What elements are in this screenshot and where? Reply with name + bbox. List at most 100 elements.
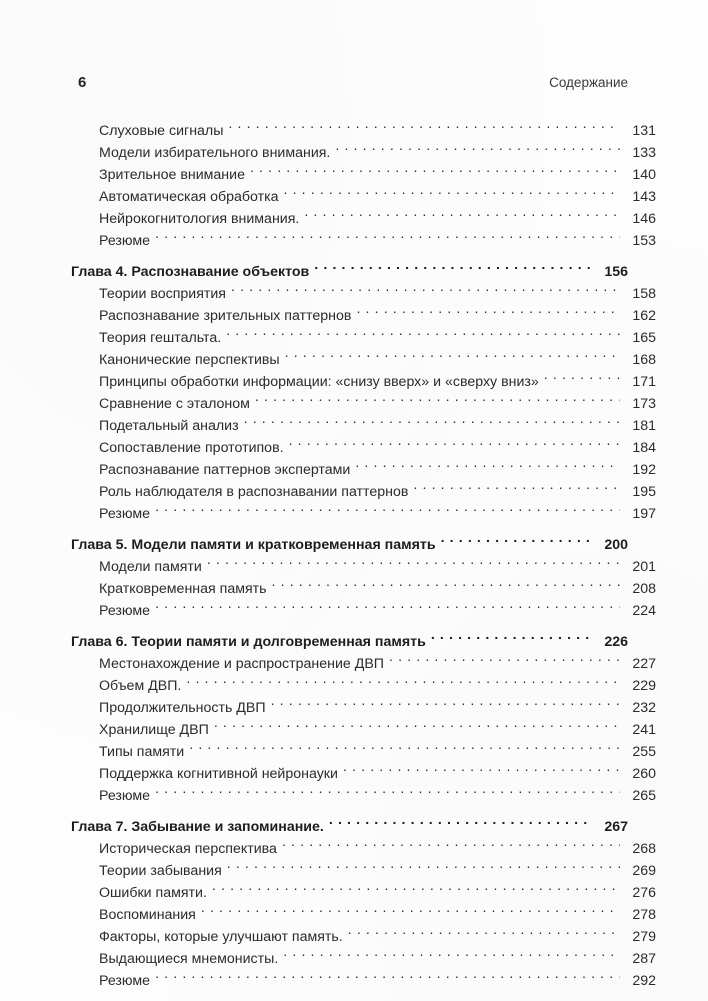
toc-entry-label: Резюме [99,603,151,619]
dot-leader [335,141,620,157]
toc-entry-label: Глава 7. Забывание и запоминание. [71,819,324,835]
table-of-contents: Слуховые сигналы 131 Модели избирательного… [71,119,656,991]
running-head-title: Содержание [549,75,628,90]
toc-chapter-row[interactable]: Глава 4. Распознавание объектов 156 [71,260,628,282]
toc-section-row[interactable]: Резюме 292 [71,969,656,991]
dot-leader [155,502,620,518]
toc-section-row[interactable]: Хранилище ДВП 241 [71,718,656,740]
toc-entry-label: Модели избирательного внимания. [99,145,331,161]
dot-leader [348,925,620,941]
toc-entry-page-number: 260 [632,766,656,782]
toc-entry-page-number: 181 [632,418,656,434]
toc-section-row[interactable]: Канонические перспективы 168 [71,348,656,370]
toc-entry-page-number: 184 [632,440,656,456]
toc-entry-label: Сравнение с эталоном [99,396,250,412]
toc-section-row[interactable]: Резюме 197 [71,502,656,524]
toc-section-row[interactable]: Распознавание зрительных паттернов 162 [71,304,656,326]
toc-section-row[interactable]: Теория гештальта. 165 [71,326,656,348]
toc-section-row[interactable]: Модели памяти 201 [71,555,656,577]
toc-entry-page-number: 269 [632,863,656,879]
toc-section-row[interactable]: Слуховые сигналы 131 [71,119,656,141]
toc-section-row[interactable]: Зрительное внимание 140 [71,163,656,185]
toc-entry-label: Глава 6. Теории памяти и долговременная … [71,634,426,650]
toc-entry-label: Резюме [99,233,151,249]
toc-entry-page-number: 195 [632,484,656,500]
toc-entry-page-number: 224 [632,603,656,619]
toc-entry-label: Хранилище ДВП [99,722,209,738]
toc-section-row[interactable]: Теории забывания 269 [71,859,656,881]
toc-section-row[interactable]: Местонахождение и распространение ДВП 227 [71,652,656,674]
toc-section-row[interactable]: Воспоминания 278 [71,903,656,925]
toc-section-row[interactable]: Историческая перспектива 268 [71,837,656,859]
toc-section-row[interactable]: Резюме 153 [71,229,656,251]
toc-entry-label: Выдающиеся мнемонисты. [99,951,279,967]
toc-section-row[interactable]: Резюме 224 [71,599,656,621]
toc-section-row[interactable]: Модели избирательного внимания. 133 [71,141,656,163]
toc-section-row[interactable]: Кратковременная память 208 [71,577,656,599]
dot-leader [231,282,620,298]
toc-entry-page-number: 140 [632,167,656,183]
toc-chapter-row[interactable]: Глава 5. Модели памяти и кратковременная… [71,533,628,555]
toc-section-row[interactable]: Типы памяти 255 [71,740,656,762]
toc-section-row[interactable]: Распознавание паттернов экспертами 192 [71,458,656,480]
dot-leader [355,458,620,474]
toc-entry-page-number: 143 [632,189,656,205]
toc-section-row[interactable]: Факторы, которые улучшают память. 279 [71,925,656,947]
dot-leader [431,630,592,646]
toc-section-row[interactable]: Принципы обработки информации: «снизу вв… [71,370,656,392]
toc-entry-label: Распознавание зрительных паттернов [99,308,352,324]
toc-section-row[interactable]: Теории восприятия 158 [71,282,656,304]
toc-entry-label: Канонические перспективы [99,352,280,368]
dot-leader [343,762,620,778]
toc-section-row[interactable]: Выдающиеся мнемонисты. 287 [71,947,656,969]
dot-leader [289,436,620,452]
toc-entry-page-number: 133 [632,145,656,161]
toc-chapter-row[interactable]: Глава 6. Теории памяти и долговременная … [71,630,628,652]
dot-leader [201,903,620,919]
toc-entry-page-number: 276 [632,885,656,901]
dot-leader [389,652,620,668]
toc-section-row[interactable]: Нейрокогнитология внимания. 146 [71,207,656,229]
toc-entry-label: Историческая перспектива [99,841,277,857]
toc-section-row[interactable]: Резюме 265 [71,784,656,806]
dot-leader [356,304,620,320]
toc-entry-page-number: 156 [604,264,628,280]
toc-entry-page-number: 171 [632,374,656,390]
toc-section-row[interactable]: Сопоставление прототипов. 184 [71,436,656,458]
toc-entry-page-number: 173 [632,396,656,412]
toc-chapter-row[interactable]: Глава 7. Забывание и запоминание. 267 [71,815,628,837]
dot-leader [314,260,592,276]
toc-section-row[interactable]: Объем ДВП. 229 [71,674,656,696]
toc-entry-label: Ошибки памяти. [99,885,207,901]
toc-entry-page-number: 241 [632,722,656,738]
toc-entry-page-number: 146 [632,211,656,227]
toc-section-row[interactable]: Автоматическая обработка 143 [71,185,656,207]
dot-leader [155,229,620,245]
toc-section-row[interactable]: Роль наблюдателя в распознавании паттерн… [71,480,656,502]
toc-entry-page-number: 208 [632,581,656,597]
toc-section-row[interactable]: Ошибки памяти. 276 [71,881,656,903]
toc-entry-label: Нейрокогнитология внимания. [99,211,300,227]
toc-section-row[interactable]: Сравнение с эталоном 173 [71,392,656,414]
toc-entry-label: Объем ДВП. [99,678,182,694]
toc-entry-label: Подетальный анализ [99,418,239,434]
toc-section-row[interactable]: Продолжительность ДВП 232 [71,696,656,718]
dot-leader [255,392,620,408]
toc-section-row[interactable]: Подетальный анализ 181 [71,414,656,436]
toc-entry-page-number: 268 [632,841,656,857]
toc-entry-page-number: 232 [632,700,656,716]
toc-entry-label: Резюме [99,973,151,989]
toc-entry-page-number: 226 [604,634,628,650]
toc-entry-page-number: 292 [632,973,656,989]
dot-leader [228,119,620,135]
toc-section-row[interactable]: Поддержка когнитивной нейронауки 260 [71,762,656,784]
toc-entry-label: Воспоминания [99,907,196,923]
toc-entry-label: Поддержка когнитивной нейронауки [99,766,338,782]
dot-leader [544,370,620,386]
dot-leader [214,718,620,734]
dot-leader [226,326,620,342]
dot-leader [250,163,620,179]
dot-leader [282,837,620,853]
dot-leader [304,207,620,223]
